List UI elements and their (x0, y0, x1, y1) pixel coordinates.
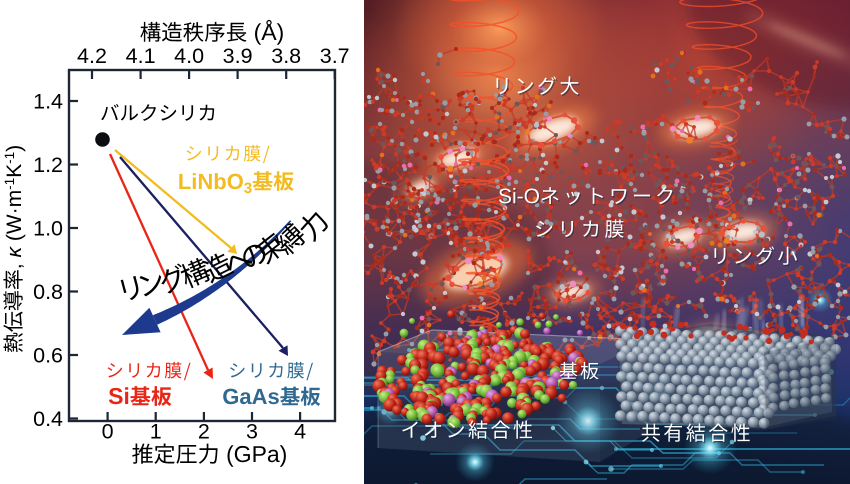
svg-text:0.6: 0.6 (33, 343, 63, 367)
svg-text:1.0: 1.0 (33, 216, 63, 240)
svg-text:3.8: 3.8 (271, 44, 301, 68)
svg-text:3.7: 3.7 (320, 44, 350, 68)
svg-text:0: 0 (102, 420, 114, 444)
svg-text:3.9: 3.9 (223, 44, 253, 68)
svg-text:4.1: 4.1 (126, 44, 156, 68)
svg-text:4.2: 4.2 (77, 44, 107, 68)
svg-text:0.8: 0.8 (33, 280, 63, 304)
svg-text:3: 3 (246, 420, 258, 444)
svg-text:0.4: 0.4 (33, 407, 63, 431)
svg-text:2: 2 (198, 420, 210, 444)
svg-text:4.0: 4.0 (174, 44, 204, 68)
svg-text:1: 1 (150, 420, 162, 444)
svg-text:4: 4 (294, 420, 306, 444)
svg-text:1.4: 1.4 (33, 89, 63, 113)
svg-text:1.2: 1.2 (33, 153, 63, 177)
